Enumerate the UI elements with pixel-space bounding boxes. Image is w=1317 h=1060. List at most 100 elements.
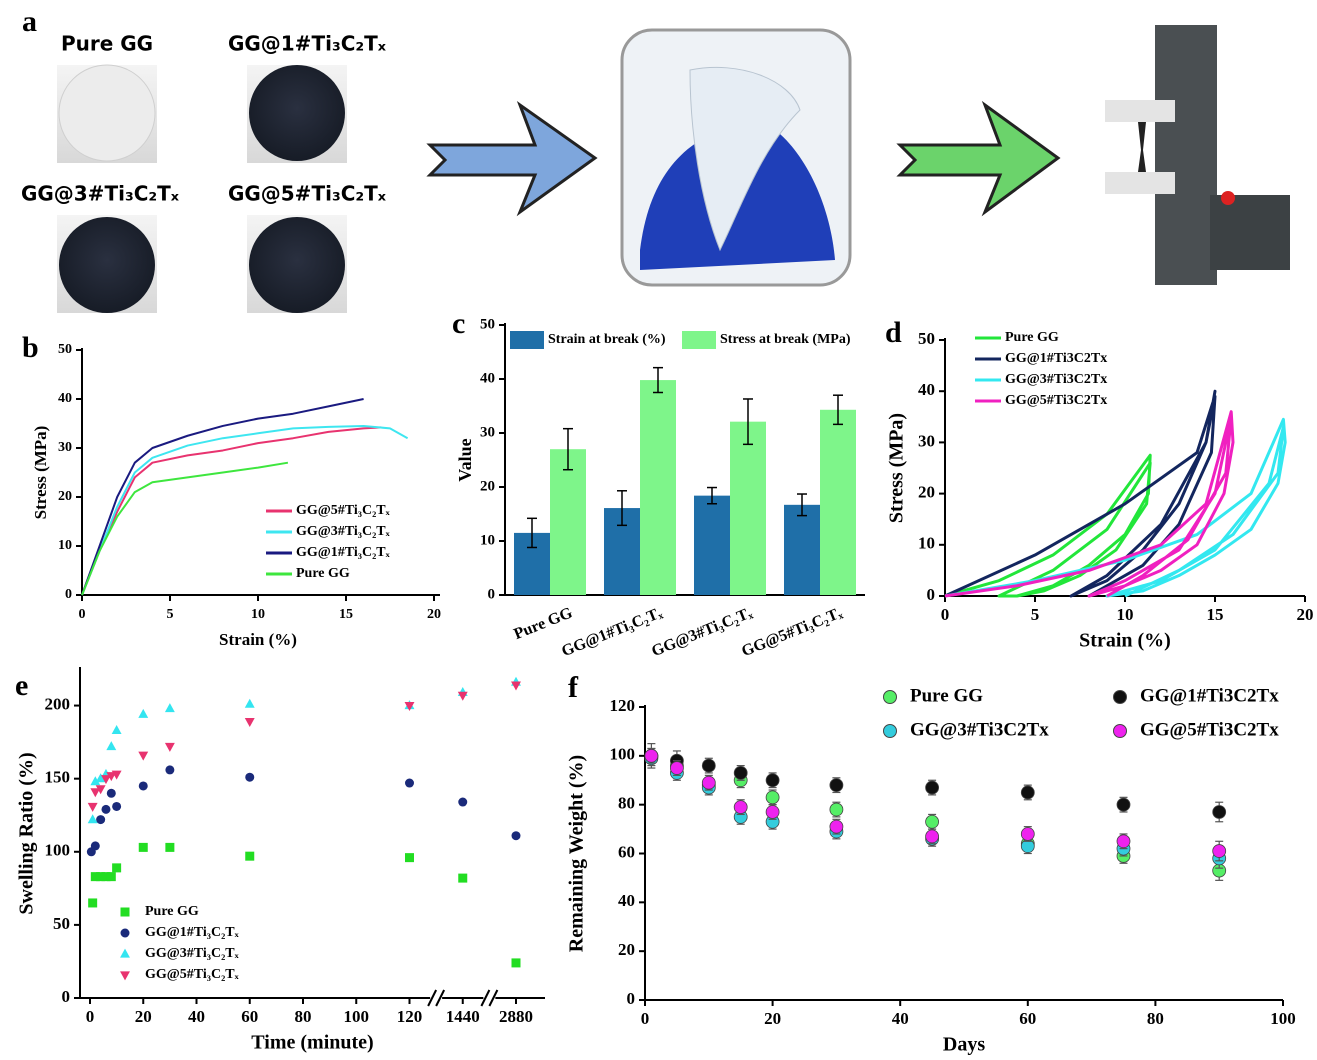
x-tick-label: 40: [892, 1009, 909, 1028]
x-tick-label: 20: [764, 1009, 781, 1028]
marker: [765, 805, 780, 819]
marker: [245, 851, 255, 861]
marker: [95, 773, 106, 783]
marker: [120, 907, 130, 917]
y-tick-label: 10: [918, 534, 935, 553]
y-axis-label: Value: [455, 438, 475, 481]
x-tick-label: 0: [941, 605, 950, 624]
marker: [405, 778, 414, 788]
marker: [1212, 844, 1227, 858]
marker: [1020, 827, 1035, 841]
y-tick-label: 50: [918, 329, 935, 348]
marker: [733, 800, 748, 815]
marker: [511, 681, 521, 691]
y-tick-label: 20: [58, 489, 72, 504]
marker: [96, 872, 106, 882]
legend-label: GG@1#Ti₃C₂Tₓ: [145, 925, 240, 940]
legend-label: Pure GG: [1005, 330, 1059, 345]
bar: [694, 495, 730, 595]
marker: [106, 788, 116, 798]
error-bar: [707, 486, 717, 505]
legend-label: GG@3#Ti₃C₂Tₓ: [145, 946, 240, 961]
marker: [165, 765, 175, 775]
y-tick-label: 20: [918, 483, 935, 502]
legend-label: GG@3#Ti3C2Tx: [910, 719, 1049, 740]
legend-label: GG@5#Ti3C2Tx: [1005, 393, 1107, 408]
marker: [405, 853, 414, 863]
marker: [138, 842, 148, 852]
legend-label: GG@5#Ti₃C₂Tₓ: [145, 967, 240, 982]
x-tick-label: Pure GG: [511, 604, 575, 643]
x-axis-label: Strain (%): [219, 630, 297, 649]
arrow: [426, 100, 598, 217]
x-tick-label: 60: [241, 1007, 258, 1026]
legend-label: GG@5#Ti₃C₂Tₓ: [296, 503, 391, 518]
marker: [1020, 785, 1035, 800]
marker: [87, 814, 98, 824]
clamp: [1105, 172, 1175, 194]
sample-disc: [249, 217, 345, 313]
marker: [164, 742, 175, 752]
error-bar: [743, 398, 753, 446]
y-tick-label: 100: [45, 841, 71, 860]
x-tick-label: 100: [1270, 1009, 1296, 1028]
marker: [925, 780, 939, 795]
x-tick-label: 0: [641, 1009, 650, 1028]
bar: [640, 380, 676, 595]
legend-label: GG@1#Ti3C2Tx: [1005, 351, 1107, 366]
sample-label: GG@3#Ti₃C₂Tₓ: [21, 182, 180, 206]
marker: [644, 748, 659, 763]
legend-label: Strain at break (%): [548, 332, 666, 347]
x-axis-label: Strain (%): [1079, 630, 1171, 652]
marker: [90, 872, 100, 882]
x-tick-label: 5: [1031, 605, 1040, 624]
marker: [120, 971, 130, 981]
y-tick-label: 40: [480, 370, 495, 386]
x-tick-label: 10: [251, 607, 265, 622]
marker: [829, 778, 844, 793]
series-line: [81, 461, 289, 596]
y-tick-label: 50: [58, 342, 72, 357]
y-tick-label: 0: [62, 987, 71, 1006]
x-tick-label: 20: [1297, 605, 1314, 624]
legend-label: Pure GG: [145, 904, 199, 919]
marker: [138, 708, 149, 718]
y-tick-label: 100: [610, 745, 636, 764]
marker: [244, 698, 255, 708]
x-axis-label: Days: [943, 1034, 985, 1056]
marker: [111, 770, 122, 780]
bar: [730, 421, 766, 595]
marker: [164, 703, 175, 713]
x-tick-label: 15: [339, 607, 353, 622]
y-tick-label: 50: [53, 914, 70, 933]
marker: [96, 815, 106, 825]
marker: [1116, 834, 1131, 849]
x-tick-label: 5: [167, 607, 174, 622]
bar: [784, 504, 820, 595]
error-bar: [563, 427, 573, 471]
tester-base: [1210, 195, 1290, 270]
y-tick-label: 200: [45, 694, 71, 713]
marker: [829, 802, 844, 817]
marker: [88, 898, 98, 908]
axis-break: [488, 989, 499, 1007]
axis-break: [435, 989, 446, 1007]
y-axis-label: Remaining Weight (%): [566, 755, 588, 952]
panel-letter: d: [885, 316, 902, 349]
marker: [95, 785, 106, 795]
panel-letter: b: [22, 331, 39, 364]
x-tick-label: 80: [295, 1007, 312, 1026]
marker: [120, 948, 130, 958]
y-tick-label: 30: [58, 440, 72, 455]
sample-disc: [58, 64, 156, 162]
marker: [101, 804, 111, 814]
marker: [106, 872, 116, 882]
panel-a: a Pure GG GG@1#Ti₃C₂Tₓ GG@3#Ti₃C₂Tₓ GG@5…: [21, 5, 1290, 313]
y-axis-label: Stress (MPa): [31, 426, 50, 520]
error-bar: [653, 366, 663, 394]
y-tick-label: 30: [480, 424, 495, 440]
series-line: [944, 410, 1235, 598]
error-bar: [527, 517, 537, 549]
x-tick-label: 20: [427, 607, 441, 622]
